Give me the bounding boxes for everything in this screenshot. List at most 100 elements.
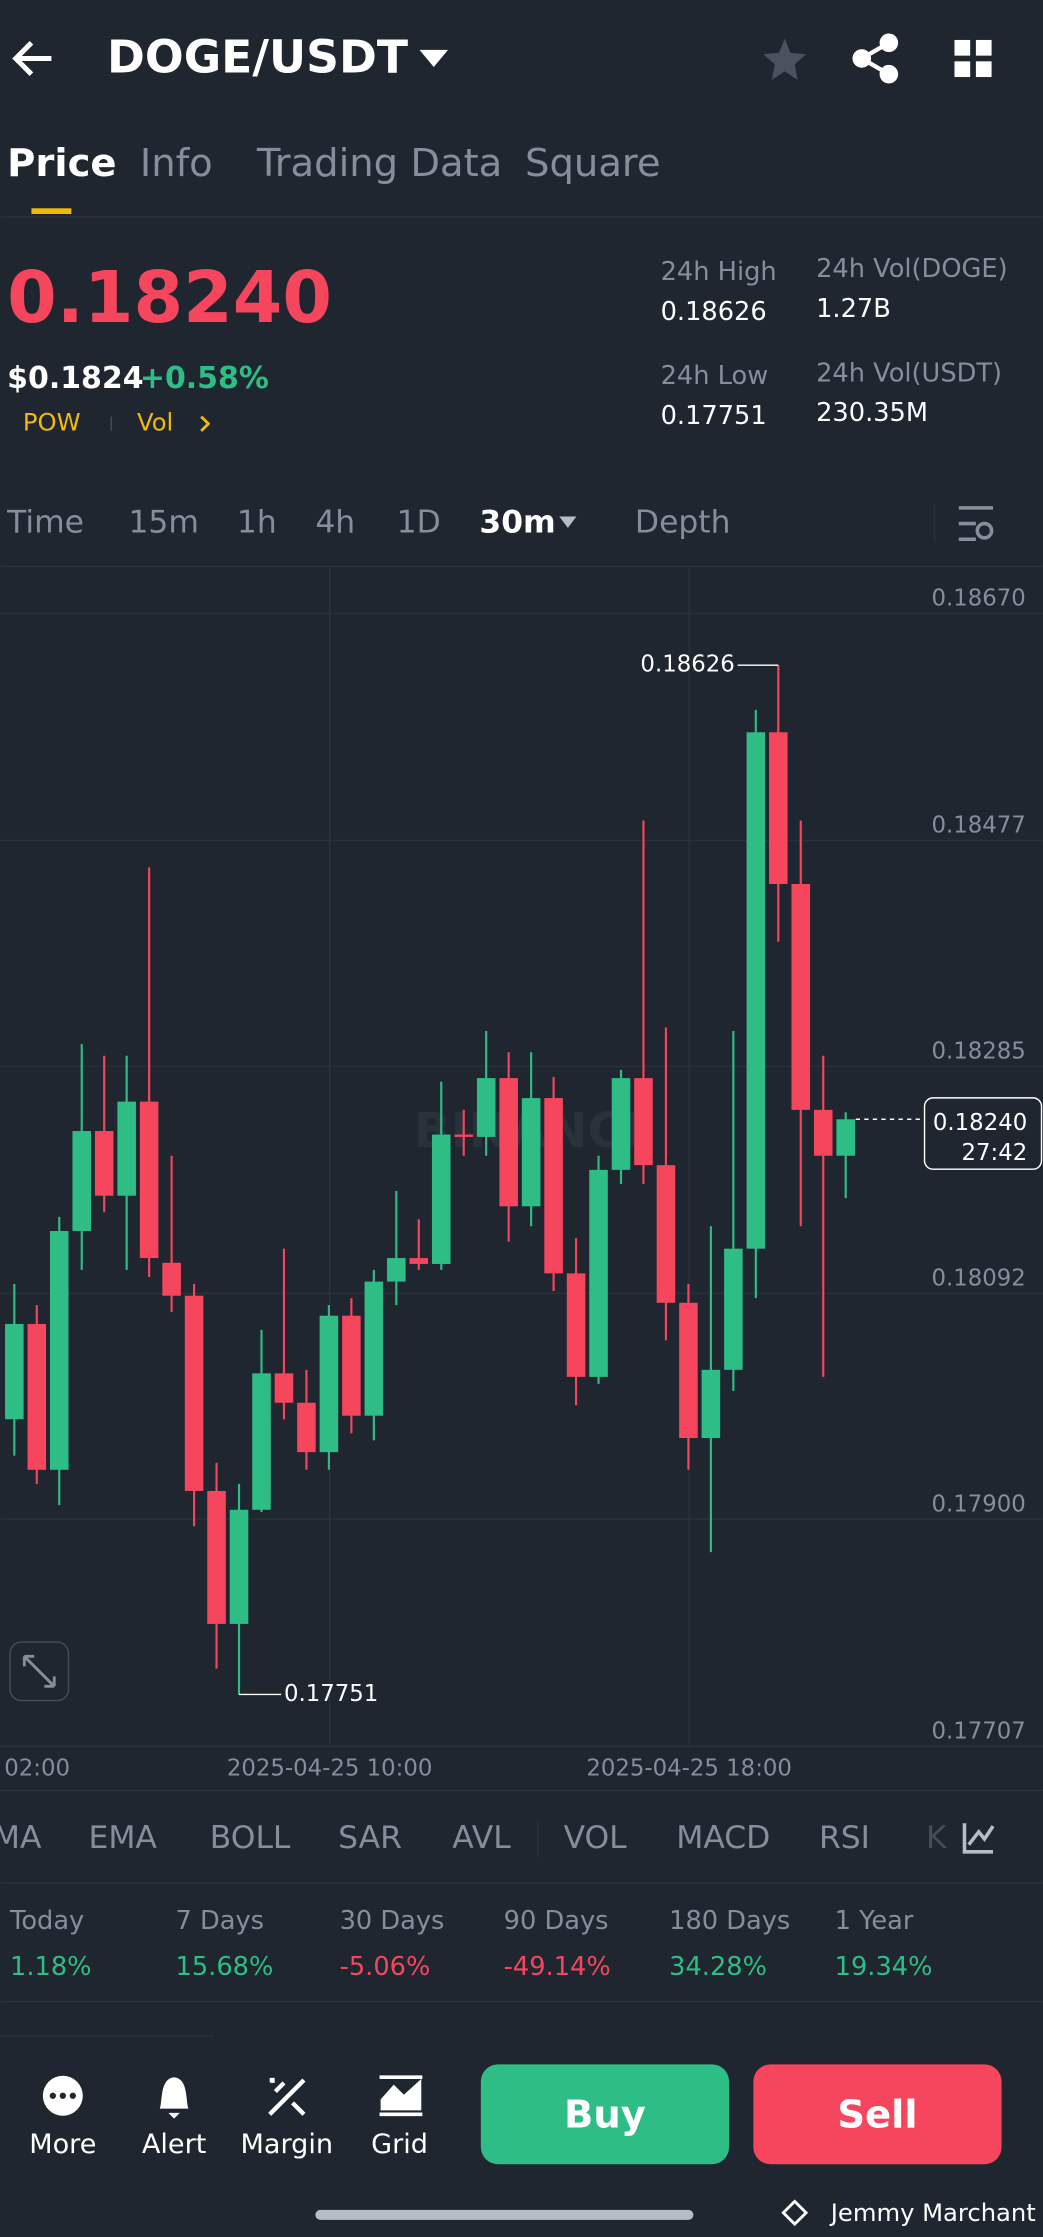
candle-body bbox=[589, 1169, 608, 1377]
candle-body bbox=[836, 1119, 855, 1156]
period-label: 7 Days bbox=[176, 1906, 265, 1936]
indicator[interactable]: RSI bbox=[819, 1820, 870, 1856]
indicator[interactable]: K bbox=[926, 1820, 948, 1856]
stat-label: 24h High bbox=[661, 257, 777, 287]
indicator[interactable]: BOLL bbox=[210, 1820, 291, 1856]
y-tick-label: 0.18285 bbox=[931, 1039, 1025, 1065]
interval[interactable]: 15m bbox=[128, 505, 199, 541]
candle-body bbox=[454, 1134, 473, 1137]
share-icon[interactable] bbox=[852, 33, 899, 84]
stat-label: 24h Vol(USDT) bbox=[816, 358, 1002, 388]
tab[interactable]: Trading Data bbox=[256, 141, 502, 186]
stat-value: 1.27B bbox=[816, 294, 891, 324]
candle-body bbox=[656, 1165, 676, 1303]
action-label[interactable]: Margin bbox=[241, 2129, 334, 2160]
candle-body bbox=[701, 1369, 721, 1439]
period-label: 1 Year bbox=[835, 1906, 914, 1936]
more-icon[interactable] bbox=[42, 2075, 83, 2116]
period-change: -49.14% bbox=[504, 1952, 611, 1982]
y-tick-label: 0.17707 bbox=[931, 1718, 1025, 1744]
candle-body bbox=[184, 1295, 204, 1491]
stat-value: 0.18626 bbox=[661, 297, 767, 327]
candle-body bbox=[27, 1323, 47, 1470]
candle-body bbox=[252, 1373, 271, 1510]
indicator[interactable]: MA bbox=[0, 1820, 42, 1856]
period-label: 90 Days bbox=[504, 1906, 609, 1936]
tag[interactable]: POW bbox=[23, 408, 81, 437]
grid-trading-icon[interactable] bbox=[379, 2075, 423, 2117]
star-icon[interactable] bbox=[763, 38, 807, 80]
candle-body bbox=[297, 1402, 316, 1453]
expand-icon[interactable] bbox=[22, 1654, 56, 1688]
candle-body bbox=[566, 1273, 586, 1377]
interval[interactable]: 1D bbox=[397, 505, 441, 541]
tag[interactable]: Vol bbox=[137, 408, 173, 437]
interval[interactable]: 4h bbox=[315, 505, 355, 541]
action-label[interactable]: Grid bbox=[371, 2129, 428, 2160]
period-change: 34.28% bbox=[669, 1952, 767, 1982]
indicator[interactable]: VOL bbox=[564, 1820, 628, 1856]
pair-title[interactable]: DOGE/USDT bbox=[107, 30, 408, 83]
candle-body bbox=[791, 884, 811, 1110]
sell-button[interactable] bbox=[753, 2064, 1002, 2165]
margin-icon[interactable] bbox=[268, 2077, 306, 2116]
tab[interactable]: Info bbox=[140, 141, 213, 186]
candle-body bbox=[364, 1281, 384, 1416]
high-label: 0.18626 bbox=[640, 652, 734, 678]
grid-icon[interactable] bbox=[954, 39, 992, 78]
watermark-icon bbox=[781, 2199, 809, 2227]
stat-label: 24h Low bbox=[661, 361, 769, 391]
indicator[interactable]: SAR bbox=[338, 1820, 402, 1856]
action-label[interactable]: Alert bbox=[142, 2129, 207, 2160]
home-indicator bbox=[315, 2209, 694, 2220]
period-change: 19.34% bbox=[835, 1952, 933, 1982]
interval[interactable]: Depth bbox=[635, 505, 731, 541]
usd-price: $0.1824 bbox=[7, 361, 143, 396]
period-label: 30 Days bbox=[340, 1906, 445, 1936]
action-label[interactable]: More bbox=[29, 2129, 96, 2160]
candle-body bbox=[724, 1248, 743, 1370]
candle-body bbox=[544, 1098, 563, 1274]
candle-body bbox=[387, 1258, 406, 1282]
indicator-icon[interactable] bbox=[962, 1823, 995, 1854]
candle-body bbox=[521, 1098, 541, 1207]
interval[interactable]: 1h bbox=[237, 505, 277, 541]
candle-body bbox=[274, 1373, 294, 1403]
tab[interactable]: Price bbox=[7, 141, 116, 186]
candle-body bbox=[229, 1509, 249, 1624]
indicator[interactable]: EMA bbox=[89, 1820, 158, 1856]
chart-settings-icon[interactable] bbox=[958, 506, 994, 542]
interval-dropdown[interactable] bbox=[559, 516, 577, 528]
candle-body bbox=[611, 1078, 631, 1170]
tab[interactable]: Square bbox=[525, 141, 661, 186]
interval[interactable]: 30m bbox=[479, 505, 555, 541]
sell-label[interactable]: Sell bbox=[837, 2093, 917, 2138]
candle-body bbox=[162, 1262, 181, 1296]
period-change: 1.18% bbox=[10, 1952, 92, 1982]
last-price: 0.18240 bbox=[7, 256, 332, 339]
y-tick-label: 0.18092 bbox=[931, 1266, 1025, 1292]
pair-dropdown[interactable] bbox=[419, 49, 449, 68]
indicator[interactable]: AVL bbox=[452, 1820, 511, 1856]
back-icon[interactable] bbox=[12, 41, 52, 76]
candle-body bbox=[634, 1078, 653, 1166]
period-change: 15.68% bbox=[176, 1952, 274, 1982]
buy-label[interactable]: Buy bbox=[564, 2093, 646, 2138]
time-label: 2025-04-25 10:00 bbox=[227, 1756, 433, 1782]
candle-body bbox=[319, 1315, 339, 1453]
buy-button[interactable] bbox=[480, 2064, 730, 2165]
interval[interactable]: Time bbox=[6, 505, 84, 541]
period-change: -5.06% bbox=[340, 1952, 431, 1982]
candle-body bbox=[769, 732, 788, 885]
stat-label: 24h Vol(DOGE) bbox=[816, 254, 1008, 284]
tab-indicator bbox=[31, 208, 72, 214]
alert-icon[interactable] bbox=[159, 2077, 189, 2119]
candle-body bbox=[94, 1131, 114, 1196]
stat-value: 230.35M bbox=[816, 398, 928, 428]
indicator[interactable]: MACD bbox=[676, 1820, 770, 1856]
candle-body bbox=[476, 1078, 496, 1137]
last-price-label: 0.18240 bbox=[933, 1110, 1027, 1136]
